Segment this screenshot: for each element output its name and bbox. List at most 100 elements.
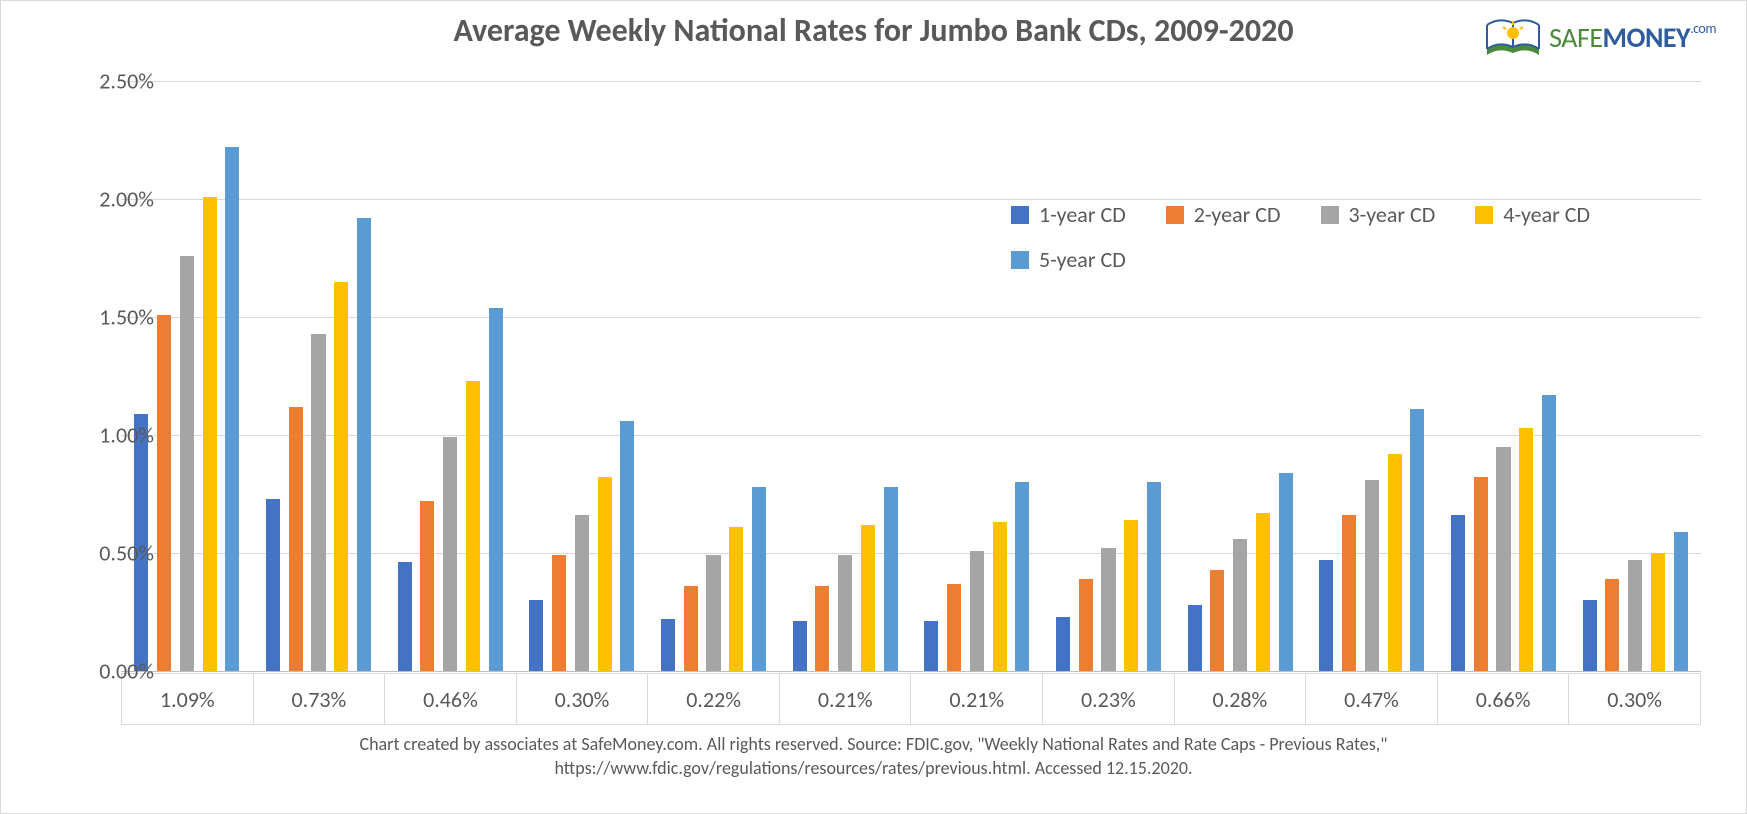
bar (1474, 477, 1488, 671)
bar (838, 555, 852, 671)
bar (443, 437, 457, 671)
x-category-cell: 0.30% (1569, 673, 1701, 725)
x-axis-line (121, 671, 1701, 672)
y-tick-label: 0.50% (44, 540, 154, 567)
bar (1342, 515, 1356, 671)
plot-area: 1-year CD 2-year CD 3-year CD 4-year CD 5-ye… (121, 81, 1701, 671)
bar (1542, 395, 1556, 671)
bar (1388, 454, 1402, 671)
y-tick-label: 1.50% (44, 304, 154, 331)
y-tick-label: 2.00% (44, 186, 154, 213)
bar (924, 621, 938, 671)
bar (552, 555, 566, 671)
bar (752, 487, 766, 671)
legend-swatch (1011, 251, 1029, 269)
bar (661, 619, 675, 671)
bar (575, 515, 589, 671)
bar (1605, 579, 1619, 671)
legend: 1-year CD 2-year CD 3-year CD 4-year CD 5-ye… (1011, 201, 1651, 273)
bar (1628, 560, 1642, 671)
legend-label: 5-year CD (1039, 246, 1126, 273)
safemoney-logo: SAFEMONEY.com (1485, 15, 1716, 59)
legend-swatch (1321, 206, 1339, 224)
x-category-cell: 0.47% (1306, 673, 1438, 725)
bar (289, 407, 303, 671)
bar (947, 584, 961, 671)
x-category-cell: 0.21% (911, 673, 1043, 725)
logo-text: SAFEMONEY.com (1549, 20, 1716, 55)
bar (1079, 579, 1093, 671)
bar (157, 315, 171, 671)
y-tick-label: 2.50% (44, 68, 154, 95)
bar (1056, 617, 1070, 671)
x-category-cell: 0.73% (254, 673, 386, 725)
bar (357, 218, 371, 671)
bar (266, 499, 280, 671)
bar (684, 586, 698, 671)
bar (311, 334, 325, 671)
bar (1365, 480, 1379, 671)
bar (706, 555, 720, 671)
y-tick-label: 0.00% (44, 658, 154, 685)
x-category-cell: 0.21% (780, 673, 912, 725)
bar (1124, 520, 1138, 671)
bar (1410, 409, 1424, 671)
bar (420, 501, 434, 671)
x-category-cell: 0.46% (385, 673, 517, 725)
bar (398, 562, 412, 671)
bar (1583, 600, 1597, 671)
legend-item: 1-year CD (1011, 201, 1126, 228)
x-axis-category-cells: 1.09%0.73%0.46%0.30%0.22%0.21%0.21%0.23%… (121, 673, 1701, 725)
bar (884, 487, 898, 671)
chart-container: Average Weekly National Rates for Jumbo … (0, 0, 1747, 814)
bar (1256, 513, 1270, 671)
x-category-cell: 0.23% (1043, 673, 1175, 725)
bar (466, 381, 480, 671)
footnote-line-1: Chart created by associates at SafeMoney… (1, 733, 1746, 756)
legend-label: 3-year CD (1349, 201, 1436, 228)
bar (970, 551, 984, 671)
bar (1674, 532, 1688, 671)
bar (861, 525, 875, 671)
bar (1319, 560, 1333, 671)
bar (203, 197, 217, 671)
bar (1015, 482, 1029, 671)
bar (489, 308, 503, 671)
bar (225, 147, 239, 671)
bar (529, 600, 543, 671)
bar (1188, 605, 1202, 671)
bar (793, 621, 807, 671)
bar (1496, 447, 1510, 671)
footnote-line-2: https://www.fdic.gov/regulations/resourc… (1, 757, 1746, 780)
legend-label: 2-year CD (1194, 201, 1281, 228)
bar (1279, 473, 1293, 671)
legend-swatch (1166, 206, 1184, 224)
bar (1451, 515, 1465, 671)
bar (993, 522, 1007, 671)
bar (598, 477, 612, 671)
legend-swatch (1011, 206, 1029, 224)
bar (729, 527, 743, 671)
bar (1651, 553, 1665, 671)
legend-item: 3-year CD (1321, 201, 1436, 228)
bar (1101, 548, 1115, 671)
bar (334, 282, 348, 671)
x-category-cell: 0.28% (1175, 673, 1307, 725)
legend-swatch (1475, 206, 1493, 224)
x-category-cell: 0.30% (517, 673, 649, 725)
bars-layer (121, 81, 1701, 671)
legend-label: 1-year CD (1039, 201, 1126, 228)
bar (1147, 482, 1161, 671)
bar (815, 586, 829, 671)
y-tick-label: 1.00% (44, 422, 154, 449)
bar (1210, 570, 1224, 671)
x-category-cell: 0.22% (648, 673, 780, 725)
book-sun-icon (1485, 15, 1541, 59)
legend-item: 5-year CD (1011, 246, 1126, 273)
bar (180, 256, 194, 671)
bar (620, 421, 634, 671)
bar (1233, 539, 1247, 671)
legend-label: 4-year CD (1503, 201, 1590, 228)
legend-item: 2-year CD (1166, 201, 1281, 228)
legend-item: 4-year CD (1475, 201, 1590, 228)
